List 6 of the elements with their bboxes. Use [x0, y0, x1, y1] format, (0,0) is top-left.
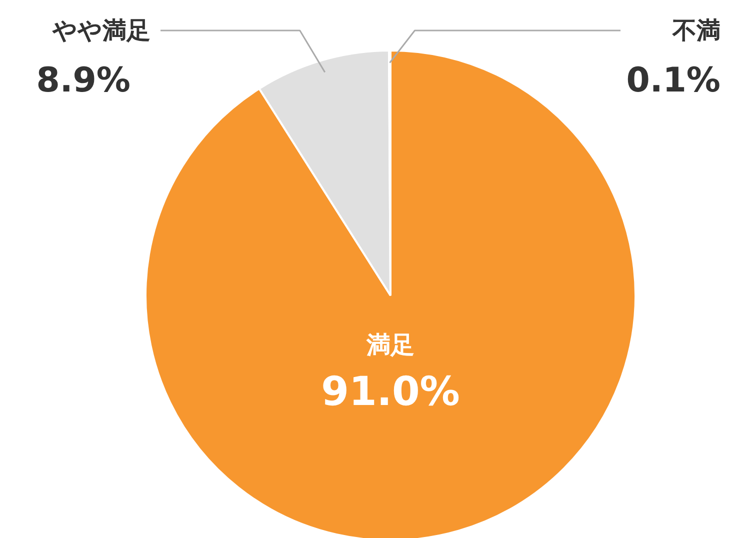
- data-label: 8.9%: [36, 60, 130, 100]
- slice-label: やや満足: [52, 16, 150, 44]
- slice-label: 不満: [672, 16, 720, 44]
- slice-label: 満足: [366, 331, 414, 359]
- data-label: 0.1%: [626, 60, 720, 100]
- data-label: 91.0%: [321, 369, 460, 415]
